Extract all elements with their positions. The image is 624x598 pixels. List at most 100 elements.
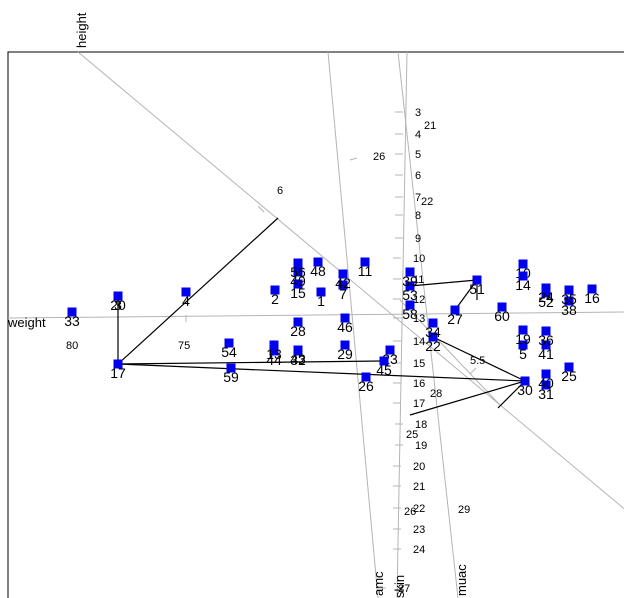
data-point	[541, 288, 551, 298]
data-point-label: 28	[290, 323, 306, 339]
skin-tick-label: 17	[413, 398, 425, 410]
data-point-label: 29	[337, 346, 353, 362]
data-point-label: 5	[519, 346, 527, 362]
data-point	[405, 267, 415, 277]
axis6-tick-label: 6	[277, 185, 283, 197]
data-point-label: 46	[337, 319, 353, 335]
data-point	[67, 307, 77, 317]
prediction-line	[117, 363, 526, 382]
data-point	[226, 363, 236, 373]
data-point-label: 59	[223, 369, 239, 385]
plot-frame	[7, 51, 624, 598]
data-point-label: 40	[538, 375, 554, 391]
data-point-label: 38	[561, 302, 577, 318]
data-point	[361, 372, 371, 382]
skin-tick-label: 9	[415, 233, 421, 245]
data-point-label: 2	[271, 291, 279, 307]
data-point-label: 41	[538, 346, 554, 362]
data-point	[405, 281, 415, 291]
data-point	[564, 285, 574, 295]
skin-tick-label: 5	[415, 149, 421, 161]
data-point	[340, 313, 350, 323]
data-point-label: 7	[339, 286, 347, 302]
data-point-label: 54	[221, 344, 237, 360]
data-point	[564, 362, 574, 372]
prediction-line	[117, 217, 279, 365]
skin-tick-label: 27	[398, 583, 410, 595]
prediction-line	[409, 380, 526, 416]
data-point	[428, 332, 438, 342]
data-point-label: 11	[358, 263, 373, 279]
data-point	[564, 296, 574, 306]
data-point	[379, 356, 389, 366]
amc-tick-label: 26	[373, 151, 385, 163]
data-point	[541, 283, 551, 293]
skin-tick-label: 13	[413, 313, 425, 325]
axis-tick-mark	[257, 205, 265, 213]
axis-name-weight: weight	[7, 315, 46, 330]
data-point-label: 49	[290, 273, 306, 289]
data-point-label: 4	[182, 293, 190, 309]
data-point	[541, 340, 551, 350]
muac-tick-label: 28	[430, 388, 442, 400]
skin-tick-label: 24	[413, 544, 425, 556]
axis-line-skin	[396, 51, 408, 598]
data-point	[270, 285, 280, 295]
skin-tick-label: 11	[413, 274, 424, 286]
axis-name-muac: muac	[454, 564, 469, 596]
data-point-label: 60	[494, 308, 510, 324]
skin-tick-label: 3	[415, 107, 421, 119]
data-point-label: 14	[515, 277, 531, 293]
data-point	[520, 376, 530, 386]
muac-tick-label: 29	[458, 504, 470, 516]
prediction-line	[432, 336, 526, 382]
axis-tick-mark	[349, 157, 358, 161]
data-point-label: 36	[538, 332, 554, 348]
data-point	[293, 317, 303, 327]
data-point-label: 58	[402, 306, 418, 322]
skin-tick-label: 21	[413, 481, 425, 493]
data-point-label: 33	[64, 313, 80, 329]
data-point-label: 13	[266, 346, 282, 362]
data-point-label: 35	[561, 291, 577, 307]
data-point	[405, 300, 415, 310]
skin-tick-label: 19	[415, 440, 427, 452]
data-point-label: 56	[290, 264, 306, 280]
data-point	[497, 302, 507, 312]
data-point	[518, 340, 528, 350]
data-point	[518, 271, 528, 281]
data-point-label: 48	[310, 263, 326, 279]
data-point	[428, 318, 438, 328]
data-point-label: 52	[538, 294, 554, 310]
axis-line-unnamed	[399, 299, 501, 406]
prediction-line	[454, 279, 478, 311]
prediction-line	[409, 279, 478, 287]
weight-tick-label: 80	[66, 340, 78, 352]
data-point	[293, 258, 303, 268]
data-point-label: 16	[584, 290, 600, 306]
data-point	[541, 369, 551, 379]
skin-tick-label: 4	[415, 129, 421, 141]
data-point-label: 26	[358, 378, 374, 394]
data-point	[293, 345, 303, 355]
data-point-label: 43	[290, 351, 306, 367]
data-point	[338, 269, 348, 279]
data-point	[450, 305, 460, 315]
muac-tick-label: 22	[421, 196, 433, 208]
data-point	[518, 325, 528, 335]
prediction-line	[117, 360, 385, 365]
axis-line-muac	[397, 51, 459, 598]
axis-line-amc	[327, 51, 379, 598]
data-point	[113, 291, 123, 301]
skin-tick-label: 8	[415, 210, 421, 222]
data-point	[340, 340, 350, 350]
data-point	[360, 257, 370, 267]
axis6-tick-label: 5.5	[470, 355, 485, 367]
data-point	[541, 380, 551, 390]
skin-tick-label: 7	[415, 192, 421, 204]
data-point-label: 25	[561, 368, 577, 384]
skin-tick-label: 12	[413, 294, 425, 306]
data-point	[472, 275, 482, 285]
